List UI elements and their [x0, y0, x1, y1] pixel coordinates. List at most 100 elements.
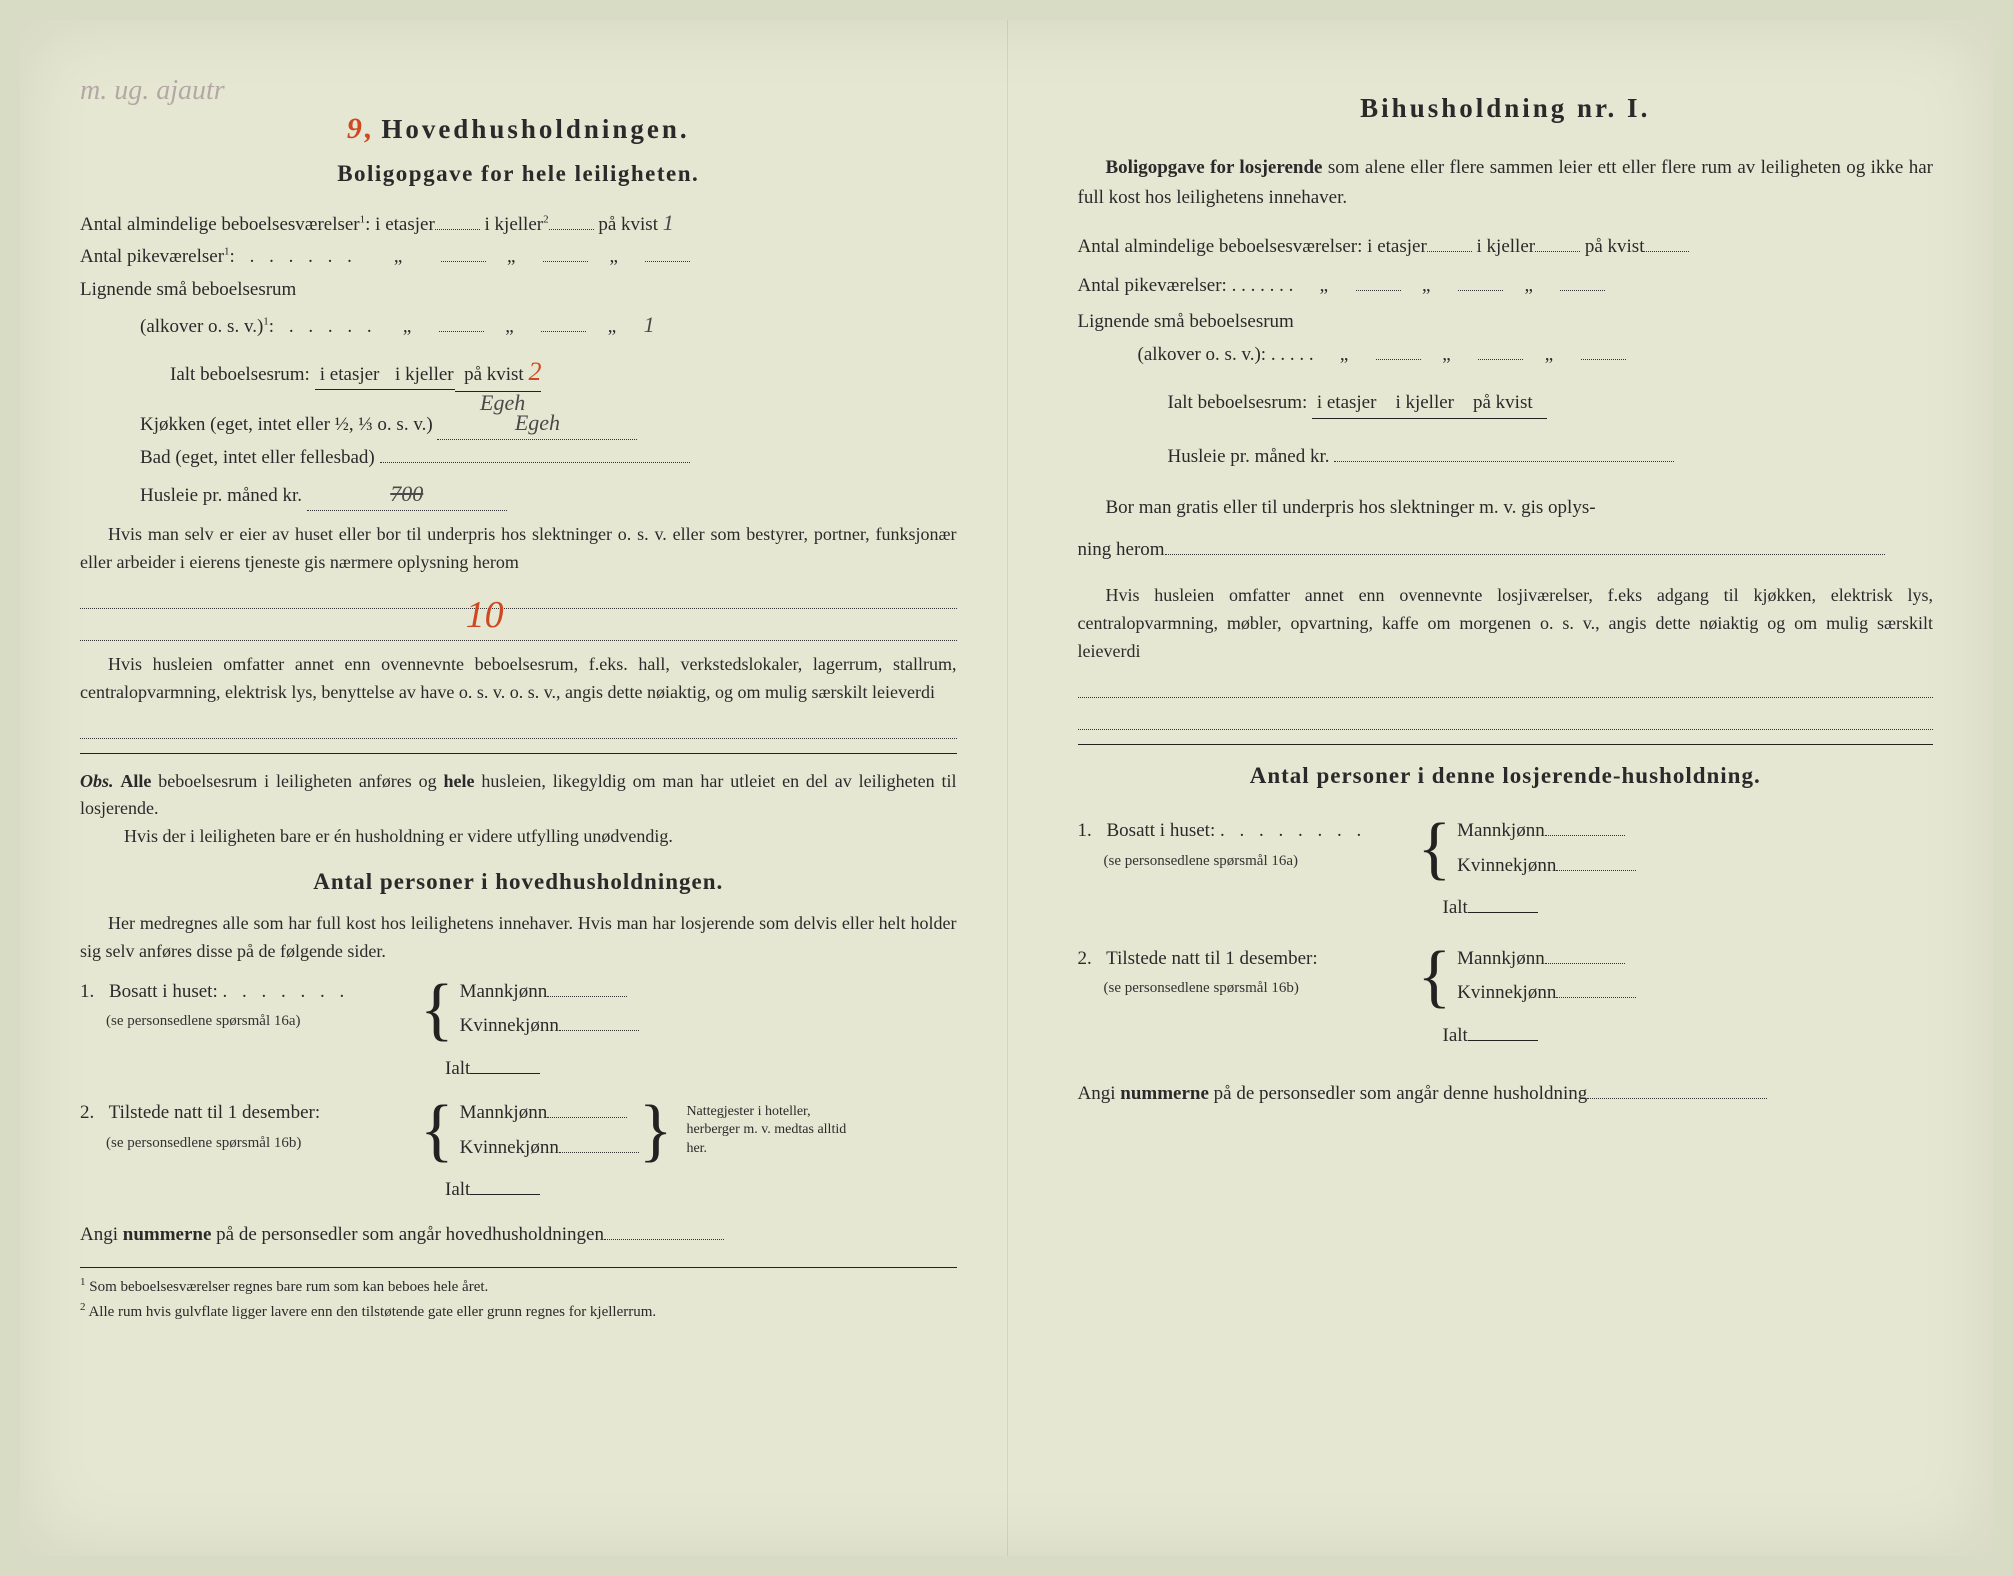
- r-husleie-label: Husleie pr. måned kr.: [1168, 446, 1330, 467]
- r-field-ialt-etasjer: i etasjer: [1312, 389, 1386, 419]
- r-field-kvist-3: [1581, 359, 1626, 360]
- r-field-kjeller-1: [1535, 251, 1580, 252]
- right-intro-bold: Boligopgave for losjerende: [1106, 157, 1323, 178]
- r-bracket-1: { Mannkjønn Kvinnekjønn: [1418, 817, 1637, 880]
- r-count-1-num: 1.: [1078, 820, 1092, 841]
- angi-label: Angi: [80, 1224, 123, 1245]
- r-count-2-left: 2. Tilstede natt til 1 desember: (se per…: [1078, 945, 1418, 1002]
- r-row-almindelige: Antal almindelige beboelsesværelser: i e…: [1078, 233, 1934, 262]
- left-title: 9,Hovedhusholdningen.: [80, 106, 957, 151]
- r-ialt-label: Ialt beboelsesrum:: [1168, 392, 1308, 413]
- r-mann-line-1: Mannkjønn: [1457, 817, 1636, 846]
- brace-fields-2: Mannkjønn Kvinnekjønn: [460, 1099, 639, 1162]
- field-kjokken: Egeh: [437, 406, 637, 441]
- field-mann-1: [547, 996, 627, 997]
- footnote-1: 1 Som beboelsesværelser regnes bare rum …: [80, 1274, 957, 1299]
- r-blank-line-2: [1078, 708, 1934, 730]
- r-kvinne-label-2: Kvinnekjønn: [1457, 982, 1556, 1003]
- kvinne-label-2: Kvinnekjønn: [460, 1137, 559, 1158]
- row-alkover: (alkover o. s. v.)1: . . . . . „ „ „ 1: [140, 308, 957, 342]
- r-count-row-2: 2. Tilstede natt til 1 desember: (se per…: [1078, 945, 1934, 1008]
- field-ialt-2: [470, 1194, 540, 1195]
- kjokken-label: Kjøkken (eget, intet eller ½, ⅓ o. s. v.…: [140, 414, 433, 435]
- r-field-kvist-2: [1560, 290, 1605, 291]
- angi-row: Angi nummerne på de personsedler som ang…: [80, 1221, 957, 1250]
- section-antal-title: Antal personer i hovedhusholdningen.: [80, 865, 957, 900]
- r-angi-rest: på de personsedler som angår denne husho…: [1209, 1083, 1587, 1104]
- field-kvist-2: [645, 261, 690, 262]
- r-row-lignende: Lignende små beboelsesrum: [1078, 308, 1934, 337]
- red-number-annotation: 9,: [347, 112, 376, 145]
- count-1-dots: . . . . . . .: [222, 981, 349, 1002]
- i-etasjer-u: i etasjer: [320, 364, 380, 385]
- field-bad: [380, 462, 690, 463]
- hw-kjokken-above: Egeh: [480, 386, 525, 419]
- angi-rest: på de personsedler som angår hovedhushol…: [211, 1224, 604, 1245]
- r-field-ialt-kjeller: i kjeller: [1386, 389, 1464, 419]
- count-2-num: 2.: [80, 1102, 94, 1123]
- side-note: Nattegjester i hoteller, herberger m. v.…: [686, 1103, 846, 1158]
- r-row-ialt: Ialt beboelsesrum: i etasjer i kjeller p…: [1168, 389, 1934, 419]
- r-nummerne: nummerne: [1120, 1083, 1209, 1104]
- footnote-ref-2: 2: [543, 213, 549, 225]
- row-kjokken: Egeh Kjøkken (eget, intet eller ½, ⅓ o. …: [140, 406, 957, 441]
- r-mann-label-1: Mannkjønn: [1457, 820, 1545, 841]
- r-i-kjeller: i kjeller: [1477, 236, 1536, 257]
- ialt-line-2: Ialt: [445, 1176, 957, 1205]
- r-field-mann-2: [1545, 963, 1625, 964]
- ditto-marks-2: „ „ „: [381, 316, 643, 337]
- fn-num-2: 2: [80, 1301, 86, 1313]
- field-etasjer-1: [435, 229, 480, 230]
- footnotes: 1 Som beboelsesværelser regnes bare rum …: [80, 1267, 957, 1323]
- r-ialt-label-1: Ialt: [1443, 897, 1468, 918]
- r-pa-kvist: på kvist: [1585, 236, 1645, 257]
- obs-alle: Alle: [120, 771, 151, 791]
- r-brace-open-1: {: [1418, 824, 1452, 873]
- horizontal-rule-1: [80, 753, 957, 754]
- brace-close-2: }: [639, 1106, 673, 1155]
- fn-text-1: Som beboelsesværelser regnes bare rum so…: [89, 1279, 488, 1295]
- r-count-2-sub: (se personsedlene spørsmål 16b): [1104, 980, 1299, 996]
- right-page: Bihusholdning nr. I. Boligopgave for los…: [1007, 20, 1994, 1556]
- i-kjeller-label: i kjeller: [485, 214, 544, 235]
- count-2-label: Tilstede natt til 1 desember:: [109, 1102, 320, 1123]
- obs-block: Obs. Alle beboelsesrum i leiligheten anf…: [80, 768, 957, 852]
- r-section-antal-title: Antal personer i denne losjerende-hushol…: [1078, 759, 1934, 794]
- field-kjeller-1: [549, 229, 594, 230]
- blank-line-2: [80, 619, 957, 641]
- r-counts-block: 1. Bosatt i huset: . . . . . . . . (se p…: [1078, 817, 1934, 1050]
- r-field-husleie: [1334, 461, 1674, 462]
- r-field-ialt-1: [1468, 912, 1538, 913]
- r-count-2-num: 2.: [1078, 948, 1092, 969]
- mann-line-1: Mannkjønn: [460, 978, 639, 1007]
- bad-label: Bad (eget, intet eller fellesbad): [140, 447, 375, 468]
- dots-1: : . . . . . .: [230, 246, 357, 267]
- r-bracket-2: { Mannkjønn Kvinnekjønn: [1418, 945, 1637, 1008]
- r-field-kvinne-2: [1556, 997, 1636, 998]
- counts-block: 1. Bosatt i huset: . . . . . . . (se per…: [80, 978, 957, 1205]
- r-angi-label: Angi: [1078, 1083, 1121, 1104]
- hw-kvist-total: 2: [528, 357, 541, 386]
- field-etasjer-2: [441, 261, 486, 262]
- brace-open-1: {: [420, 985, 454, 1034]
- count-1-num: 1.: [80, 981, 94, 1002]
- r-field-etasjer-3: [1376, 359, 1421, 360]
- document-spread: m. ug. ajautr 9,Hovedhusholdningen. Boli…: [20, 20, 1993, 1556]
- field-ialt-kjeller: i kjeller: [385, 361, 455, 391]
- brace-fields-1: Mannkjønn Kvinnekjønn: [460, 978, 639, 1041]
- r-para-gratis-a: Bor man gratis eller til underpris hos s…: [1078, 493, 1934, 523]
- r-mann-line-2: Mannkjønn: [1457, 945, 1636, 974]
- r-row-husleie: Husleie pr. måned kr.: [1168, 443, 1934, 472]
- r-blank-line-1: [1078, 676, 1934, 698]
- r-count-1-left: 1. Bosatt i huset: . . . . . . . . (se p…: [1078, 817, 1418, 874]
- r-field-kvist-1: [1644, 251, 1689, 252]
- r-mann-label-2: Mannkjønn: [1457, 948, 1545, 969]
- row-almindelige: Antal almindelige beboelsesværelser1: i …: [80, 206, 957, 240]
- r-kvinne-line-1: Kvinnekjønn: [1457, 852, 1636, 881]
- r-ialt-line-2: Ialt: [1443, 1022, 1934, 1051]
- left-title-text: Hovedhusholdningen.: [381, 114, 689, 144]
- nummerne: nummerne: [123, 1224, 212, 1245]
- obs-t2: beboelsesrum i leiligheten anføres og: [151, 771, 443, 791]
- r-field-kjeller-2: [1458, 290, 1503, 291]
- r-pa-kvist-u: på kvist: [1473, 392, 1533, 413]
